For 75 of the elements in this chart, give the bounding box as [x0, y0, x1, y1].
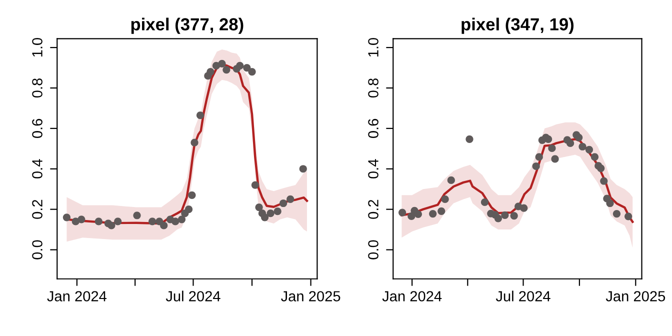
y-tick-label: 1.0 [368, 38, 378, 57]
point [108, 222, 116, 230]
point [429, 210, 437, 218]
point [184, 206, 193, 214]
point [78, 216, 86, 224]
point [398, 208, 406, 216]
y-tick-label: 0.6 [32, 118, 42, 138]
point [286, 195, 294, 204]
point [585, 146, 594, 154]
chart-title: pixel (377, 28) [131, 18, 244, 34]
point [566, 139, 574, 147]
point [597, 164, 605, 172]
point [551, 155, 559, 163]
point [612, 210, 621, 218]
point [255, 203, 263, 212]
y-tick-label: 0.6 [368, 118, 378, 138]
point [548, 144, 556, 152]
point [447, 176, 455, 184]
point [218, 60, 226, 68]
point [414, 210, 422, 218]
x-tick-label: Jan 2024 [47, 291, 107, 302]
point [266, 210, 274, 218]
point [188, 191, 196, 199]
point [260, 214, 269, 222]
point [274, 208, 282, 216]
point [251, 181, 260, 189]
y-tick-label: 0.2 [368, 200, 378, 219]
point [133, 212, 141, 220]
y-tick-label: 0.4 [32, 159, 42, 178]
y-tick-label: 0.0 [368, 240, 378, 260]
point [466, 135, 474, 143]
x-tick-label: Jul 2024 [496, 290, 550, 302]
point [532, 162, 540, 170]
point [480, 198, 489, 206]
point [94, 218, 102, 226]
point [600, 177, 608, 185]
point [624, 212, 632, 220]
point [243, 64, 251, 72]
x-tick-label: Jan 2025 [606, 291, 666, 302]
y-tick-label: 0.8 [32, 78, 42, 98]
point [148, 218, 156, 226]
point [222, 66, 230, 74]
chart-title: pixel (347, 19) [462, 18, 574, 34]
point [114, 218, 122, 226]
point [62, 214, 71, 222]
y-tick-label: 0.2 [32, 200, 42, 219]
point [160, 222, 168, 230]
point [280, 199, 288, 208]
point [510, 212, 518, 220]
point [248, 68, 256, 76]
point [590, 153, 599, 161]
point [190, 138, 198, 146]
x-tick-label: Jan 2024 [382, 291, 442, 302]
y-tick-label: 0.8 [368, 78, 378, 98]
y-tick-label: 0.0 [32, 240, 42, 260]
point [520, 204, 528, 212]
x-tick-label: Jul 2024 [166, 290, 220, 302]
point [178, 216, 186, 224]
point [438, 207, 446, 215]
point [535, 153, 543, 161]
y-tick-label: 1.0 [32, 38, 42, 57]
point [501, 211, 509, 219]
point [575, 134, 583, 142]
point [172, 218, 180, 226]
point [212, 62, 220, 70]
point [606, 199, 614, 208]
point [494, 214, 502, 222]
point [236, 62, 244, 70]
point [578, 142, 586, 150]
x-tick-label: Jan 2025 [281, 291, 340, 302]
point [206, 68, 214, 76]
y-tick-label: 0.4 [368, 159, 378, 178]
point [441, 195, 449, 204]
point [299, 165, 307, 173]
point [196, 111, 204, 120]
